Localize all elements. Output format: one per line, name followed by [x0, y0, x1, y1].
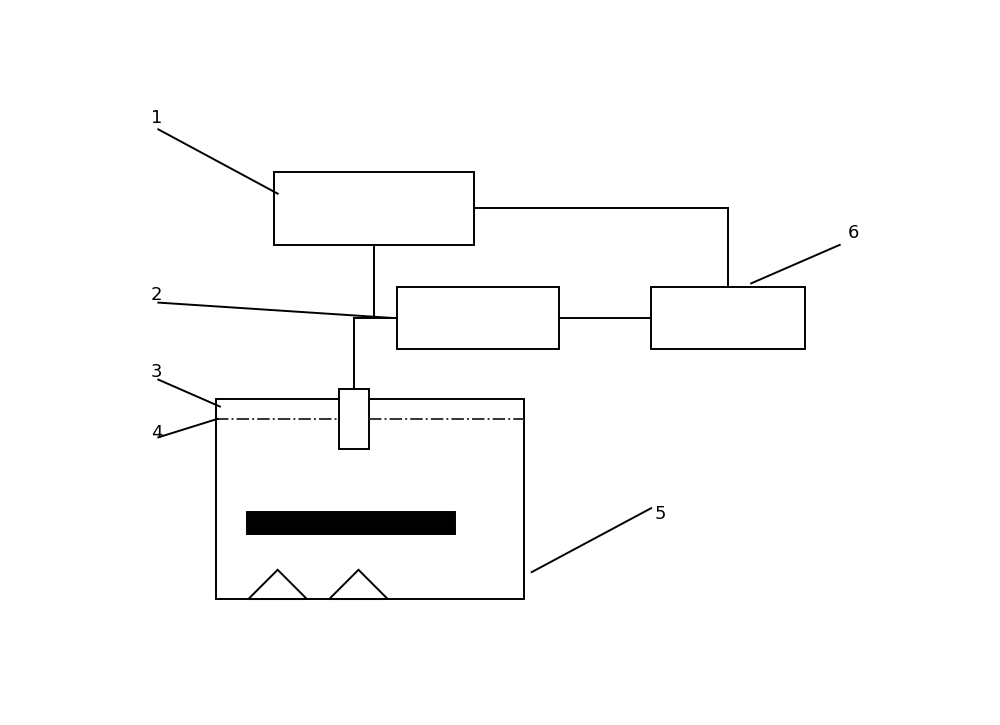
Text: 3: 3: [151, 363, 162, 381]
Bar: [339, 389, 369, 449]
Bar: [247, 512, 455, 534]
Text: 6: 6: [847, 224, 859, 242]
Bar: [397, 287, 559, 349]
Text: 1: 1: [151, 109, 162, 127]
Bar: [216, 399, 524, 599]
Text: 2: 2: [151, 286, 162, 304]
Text: 5: 5: [655, 505, 666, 523]
Bar: [274, 172, 474, 245]
Text: 4: 4: [151, 425, 162, 442]
Bar: [651, 287, 805, 349]
